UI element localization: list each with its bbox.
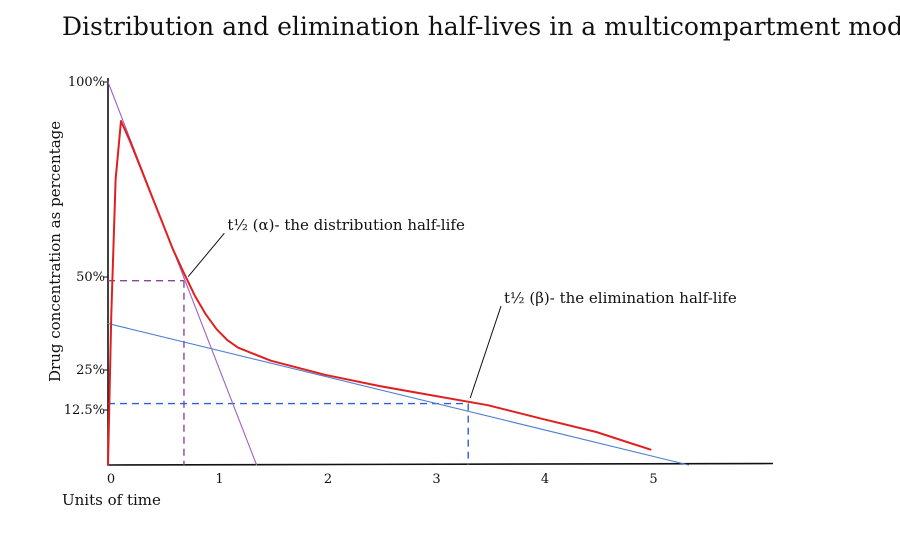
alpha-annotation-leader — [187, 232, 225, 278]
x-ticks: 0 1 2 3 4 5 — [107, 472, 658, 487]
y-axis-label: Drug concentration as percentage — [46, 121, 64, 382]
x-axis — [107, 462, 774, 466]
y-tick-label: 100% — [68, 75, 105, 90]
x-tick-label: 4 — [541, 472, 549, 487]
axes — [107, 78, 774, 466]
elimination-tangent — [107, 322, 690, 466]
beta-annotation-leader — [469, 305, 502, 399]
x-tick-label: 0 — [107, 472, 115, 487]
alpha-annotation: t½ (α)- the distribution half-life — [227, 216, 465, 234]
x-tick-label: 2 — [324, 472, 332, 487]
x-axis-label: Units of time — [62, 491, 161, 509]
chart-title: Distribution and elimination half-lives … — [62, 12, 900, 41]
x-tick-label: 3 — [432, 472, 440, 487]
annotation-layer: t½ (α)- the distribution half-life t½ (β)… — [187, 216, 737, 399]
half-life-reference-lines — [108, 280, 469, 465]
y-tick-label: 50% — [76, 270, 105, 285]
beta-annotation: t½ (β)- the elimination half-life — [504, 289, 737, 307]
x-tick-label: 5 — [649, 472, 657, 487]
x-tick-label: 1 — [215, 472, 223, 487]
concentration-curve — [107, 120, 652, 466]
series-layer — [107, 81, 690, 466]
y-tick-label: 12.5% — [64, 403, 105, 418]
y-ticks: 12.5% 25% 50% 100% — [64, 75, 108, 418]
y-tick-label: 25% — [76, 363, 105, 378]
